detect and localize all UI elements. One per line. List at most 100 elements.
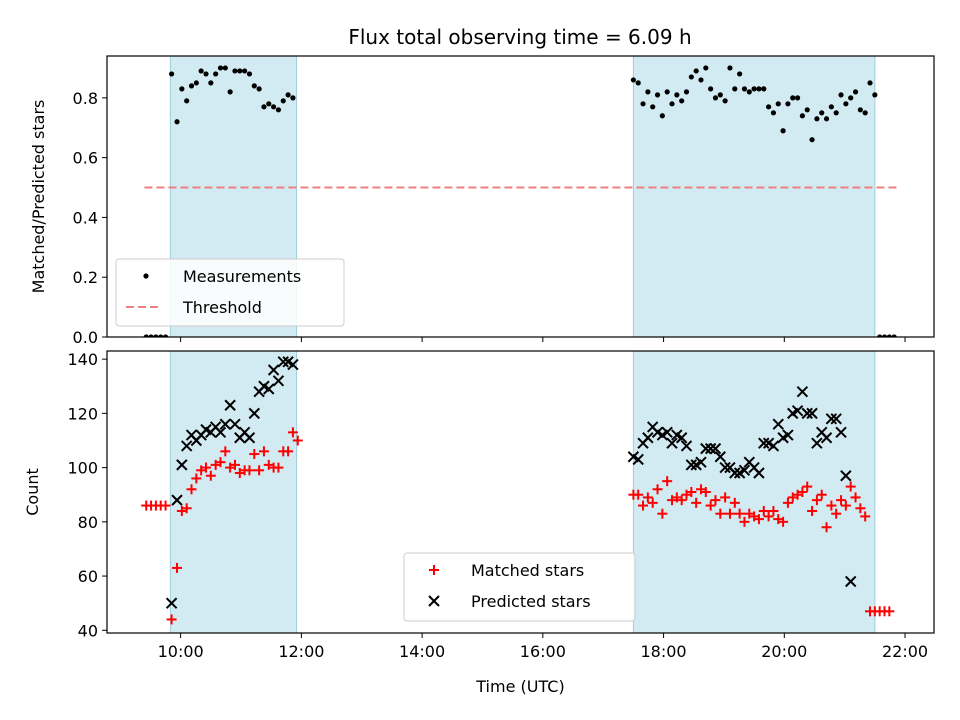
- data-point: [816, 489, 827, 500]
- data-point: [193, 80, 199, 86]
- data-point: [148, 334, 154, 337]
- data-point: [855, 503, 866, 514]
- data-point: [729, 497, 740, 508]
- y-tick-label: 80: [78, 513, 98, 532]
- data-point: [811, 437, 823, 449]
- data-point: [877, 334, 883, 337]
- data-point: [758, 437, 770, 449]
- data-point: [244, 465, 255, 476]
- data-point: [251, 83, 257, 89]
- data-point: [242, 68, 248, 74]
- data-point: [739, 516, 750, 527]
- data-point: [632, 453, 644, 466]
- data-point: [796, 385, 809, 398]
- data-point: [729, 467, 741, 479]
- legend-marker: [428, 595, 440, 607]
- data-point: [680, 440, 693, 452]
- data-point: [180, 440, 193, 452]
- data-point: [272, 375, 285, 387]
- legend: Matched stars Predicted stars: [403, 552, 636, 622]
- data-point: [675, 432, 688, 444]
- data-point: [802, 481, 813, 492]
- data-point: [158, 334, 164, 337]
- data-point: [704, 442, 717, 455]
- data-point: [688, 74, 694, 80]
- data-point: [165, 597, 178, 609]
- data-point: [669, 101, 675, 107]
- y-tick-label: 0.6: [73, 149, 98, 168]
- data-point: [782, 497, 793, 508]
- data-point: [153, 334, 159, 337]
- y-tick-label: 0.2: [73, 268, 98, 287]
- data-point: [719, 461, 731, 474]
- x-axis-label: Time (UTC): [475, 677, 564, 696]
- data-point: [830, 413, 842, 425]
- legend-item: Matched stars: [429, 561, 584, 580]
- data-point: [693, 68, 699, 74]
- legend-label: Predicted stars: [471, 592, 591, 611]
- chart-title: Flux total observing time = 6.09 h: [348, 25, 691, 49]
- data-point: [642, 432, 654, 444]
- data-point: [833, 110, 839, 116]
- y-axis-label: Matched/Predicted stars: [29, 100, 48, 294]
- data-point: [166, 614, 177, 625]
- legend-label: Matched stars: [471, 561, 584, 580]
- data-point: [181, 503, 192, 514]
- legend-item: Measurements: [143, 267, 301, 286]
- data-point: [243, 432, 256, 444]
- data-point: [229, 418, 241, 430]
- data-point: [722, 98, 728, 104]
- data-point: [287, 427, 298, 438]
- data-point: [768, 505, 779, 516]
- data-point: [676, 495, 687, 506]
- data-point: [208, 80, 214, 86]
- series-predicted-stars: [165, 356, 857, 609]
- data-point: [831, 508, 842, 519]
- y-tick-label: 140: [67, 350, 98, 369]
- data-point: [756, 86, 762, 92]
- legend-item: Threshold: [126, 298, 262, 317]
- data-point: [664, 89, 670, 95]
- data-point: [737, 71, 743, 77]
- data-point: [814, 116, 820, 122]
- data-point: [683, 89, 690, 95]
- data-point: [828, 104, 834, 110]
- data-point: [652, 484, 663, 495]
- data-point: [820, 432, 833, 444]
- legend-label: Threshold: [182, 298, 262, 317]
- data-point: [826, 500, 837, 511]
- data-point: [806, 407, 818, 420]
- legend: Measurements Threshold: [115, 258, 345, 327]
- y-axis-label: Count: [23, 468, 42, 516]
- data-point: [642, 492, 653, 503]
- data-point: [657, 508, 668, 519]
- data-point: [835, 426, 847, 439]
- legend-box: [403, 552, 636, 622]
- data-point: [738, 464, 751, 477]
- shaded-interval: [632, 351, 876, 633]
- data-point: [220, 446, 231, 457]
- data-point: [724, 508, 735, 519]
- data-point: [219, 418, 232, 430]
- y-tick-label: 60: [78, 567, 98, 586]
- x-tick-label: 12:00: [278, 642, 324, 661]
- data-point: [751, 86, 757, 92]
- data-point: [287, 358, 299, 371]
- data-point: [714, 451, 727, 463]
- data-point: [691, 497, 702, 508]
- data-point: [174, 119, 180, 125]
- data-point: [160, 500, 171, 511]
- data-point: [840, 470, 852, 482]
- data-point: [780, 128, 786, 134]
- y-tick-label: 0.0: [73, 328, 98, 347]
- data-point: [188, 83, 195, 89]
- data-point: [258, 446, 269, 457]
- data-point: [791, 404, 804, 417]
- data-point: [700, 442, 712, 455]
- data-point: [275, 107, 282, 113]
- data-point: [659, 113, 665, 119]
- data-point: [799, 113, 806, 119]
- data-point: [222, 65, 228, 71]
- data-point: [741, 86, 748, 92]
- data-point: [763, 511, 774, 522]
